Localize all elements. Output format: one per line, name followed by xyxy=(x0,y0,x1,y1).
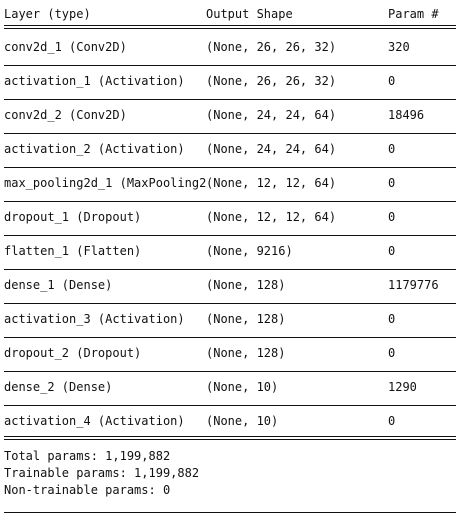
row-divider xyxy=(4,303,456,304)
table-row: dense_2 (Dense) (None, 10) 1290 xyxy=(0,379,462,395)
table-row: flatten_1 (Flatten) (None, 9216) 0 xyxy=(0,243,462,259)
output-shape: (None, 10) xyxy=(206,414,279,428)
totals-divider xyxy=(4,436,456,440)
output-shape: (None, 26, 26, 32) xyxy=(206,74,337,88)
table-row: conv2d_2 (Conv2D) (None, 24, 24, 64) 18496 xyxy=(0,107,462,123)
table-row: max_pooling2d_1 (MaxPooling2 (None, 12, 1… xyxy=(0,175,462,191)
output-shape: (None, 128) xyxy=(206,312,286,326)
row-divider xyxy=(4,65,456,66)
table-row: activation_4 (Activation) (None, 10) 0 xyxy=(0,413,462,429)
output-shape: (None, 24, 24, 64) xyxy=(206,142,337,156)
trainable-params: Trainable params: 1,199,882 xyxy=(4,466,200,480)
param-count: 0 xyxy=(388,142,396,156)
output-shape: (None, 128) xyxy=(206,346,286,360)
layer-name: dropout_1 (Dropout) xyxy=(4,210,142,224)
row-divider xyxy=(4,269,456,270)
table-row: activation_1 (Activation) (None, 26, 26, … xyxy=(0,73,462,89)
header-layer-type: Layer (type) xyxy=(4,7,91,21)
output-shape: (None, 12, 12, 64) xyxy=(206,176,337,190)
output-shape: (None, 9216) xyxy=(206,244,293,258)
param-count: 18496 xyxy=(388,108,425,122)
row-divider xyxy=(4,405,456,406)
row-divider xyxy=(4,337,456,338)
table-row: dense_1 (Dense) (None, 128) 1179776 xyxy=(0,277,462,293)
row-divider xyxy=(4,201,456,202)
row-divider xyxy=(4,167,456,168)
table-row: activation_2 (Activation) (None, 24, 24, … xyxy=(0,141,462,157)
layer-name: conv2d_2 (Conv2D) xyxy=(4,108,127,122)
row-divider xyxy=(4,235,456,236)
total-params: Total params: 1,199,882 xyxy=(4,449,171,463)
param-count: 1179776 xyxy=(388,278,439,292)
output-shape: (None, 26, 26, 32) xyxy=(206,40,337,54)
layer-name: dense_2 (Dense) xyxy=(4,380,113,394)
row-divider xyxy=(4,371,456,372)
header-divider xyxy=(4,25,456,29)
table-row: conv2d_1 (Conv2D) (None, 26, 26, 32) 320 xyxy=(0,39,462,55)
layer-name: activation_3 (Activation) xyxy=(4,312,185,326)
table-row: dropout_1 (Dropout) (None, 12, 12, 64) 0 xyxy=(0,209,462,225)
param-count: 0 xyxy=(388,346,396,360)
layer-name: max_pooling2d_1 (MaxPooling2 xyxy=(4,176,207,190)
param-count: 320 xyxy=(388,40,410,54)
layer-name: activation_2 (Activation) xyxy=(4,142,185,156)
table-row: activation_3 (Activation) (None, 128) 0 xyxy=(0,311,462,327)
layer-name: conv2d_1 (Conv2D) xyxy=(4,40,127,54)
header-param-count: Param # xyxy=(388,7,439,21)
param-count: 0 xyxy=(388,176,396,190)
layer-name: activation_4 (Activation) xyxy=(4,414,185,428)
param-count: 0 xyxy=(388,244,396,258)
non-trainable-params: Non-trainable params: 0 xyxy=(4,483,171,497)
output-shape: (None, 24, 24, 64) xyxy=(206,108,337,122)
param-count: 0 xyxy=(388,312,396,326)
layer-name: dropout_2 (Dropout) xyxy=(4,346,142,360)
param-count: 0 xyxy=(388,74,396,88)
output-shape: (None, 10) xyxy=(206,380,279,394)
layer-name: activation_1 (Activation) xyxy=(4,74,185,88)
table-row: dropout_2 (Dropout) (None, 128) 0 xyxy=(0,345,462,361)
layer-name: dense_1 (Dense) xyxy=(4,278,113,292)
row-divider xyxy=(4,99,456,100)
bottom-divider xyxy=(4,512,456,513)
param-count: 0 xyxy=(388,414,396,428)
summary-header: Layer (type) Output Shape Param # xyxy=(0,6,462,22)
row-divider xyxy=(4,133,456,134)
output-shape: (None, 12, 12, 64) xyxy=(206,210,337,224)
output-shape: (None, 128) xyxy=(206,278,286,292)
header-output-shape: Output Shape xyxy=(206,7,293,21)
layer-name: flatten_1 (Flatten) xyxy=(4,244,142,258)
param-count: 1290 xyxy=(388,380,417,394)
param-count: 0 xyxy=(388,210,396,224)
